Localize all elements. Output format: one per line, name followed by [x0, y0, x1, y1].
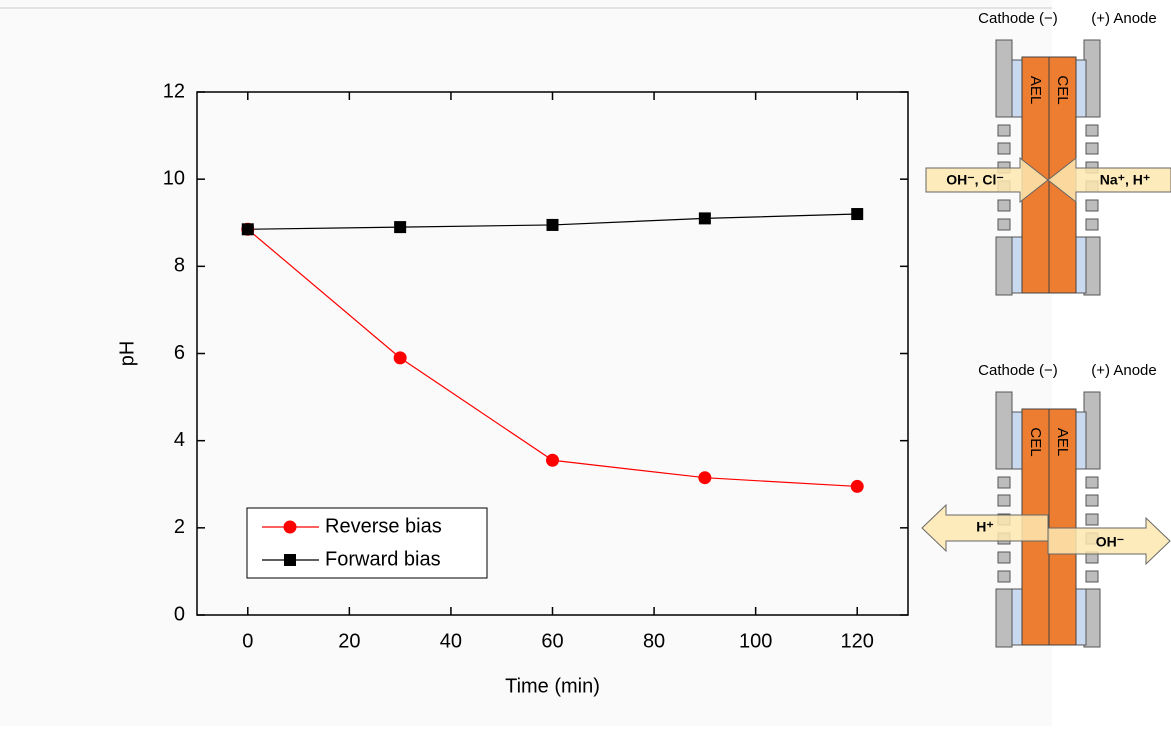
membrane-label: CEL — [1027, 427, 1044, 456]
ion-label: Na⁺, H⁺ — [1100, 172, 1151, 188]
electrode-mesh — [997, 218, 1011, 231]
y-tick-label: 6 — [174, 342, 185, 364]
electrode-mesh — [997, 551, 1011, 564]
electrode-mesh — [1085, 124, 1099, 137]
electrode-mesh — [997, 142, 1011, 155]
y-tick-label: 0 — [174, 603, 185, 625]
diagram: Cathode (−) (+) Anode AEL CEL OH⁻, Cl⁻ Na⁺, H… — [925, 10, 1171, 296]
x-tick-label: 60 — [541, 630, 563, 652]
membrane-label: AEL — [1054, 428, 1071, 456]
electrode-mesh — [1085, 218, 1099, 231]
ion-label: OH⁻ — [1096, 534, 1124, 550]
electrode — [995, 236, 1013, 296]
ion-label: H⁺ — [976, 519, 994, 535]
electrode-mesh — [997, 199, 1011, 212]
x-tick-label: 40 — [440, 630, 462, 652]
ion-label: OH⁻, Cl⁻ — [946, 172, 1004, 188]
x-axis-label: Time (min) — [505, 675, 600, 697]
x-tick-label: 80 — [643, 630, 665, 652]
spacer — [1075, 411, 1087, 470]
y-axis-label: pH — [116, 341, 138, 367]
arrow — [921, 503, 1049, 553]
x-tick-label: 100 — [739, 630, 772, 652]
point — [546, 218, 559, 231]
spacer — [1011, 236, 1023, 294]
arrow — [1047, 156, 1171, 204]
cathode-label: Cathode (−) — [978, 362, 1058, 379]
x-tick-label: 120 — [841, 630, 874, 652]
arrow — [1047, 516, 1171, 566]
y-tick-label: 4 — [174, 429, 185, 451]
electrode-mesh — [1085, 494, 1099, 507]
point — [698, 471, 712, 485]
y-tick-label: 10 — [163, 167, 185, 189]
y-tick-label: 2 — [174, 516, 185, 538]
electrode-mesh — [997, 476, 1011, 489]
electrode-mesh — [997, 570, 1011, 583]
electrode-mesh — [997, 494, 1011, 507]
background — [0, 0, 1052, 726]
x-tick-label: 20 — [338, 630, 360, 652]
anode-label: (+) Anode — [1091, 362, 1156, 379]
point — [851, 208, 864, 221]
y-tick-label: 8 — [174, 255, 185, 277]
legend: Reverse bias Forward bias — [246, 507, 488, 579]
point — [394, 221, 407, 234]
spacer — [1075, 588, 1087, 646]
point — [241, 223, 254, 236]
anode-label: (+) Anode — [1091, 10, 1156, 27]
membrane — [1048, 408, 1077, 646]
electrode-mesh — [1085, 476, 1099, 489]
legend-box — [246, 507, 488, 579]
spacer — [1075, 236, 1087, 294]
membrane-label: AEL — [1027, 76, 1044, 104]
legend-marker — [284, 554, 296, 566]
spacer — [1011, 411, 1023, 470]
electrode-mesh — [1085, 199, 1099, 212]
electrode-mesh — [1085, 570, 1099, 583]
cathode-label: Cathode (−) — [978, 10, 1058, 27]
electrode — [995, 39, 1013, 118]
spacer — [1075, 59, 1087, 118]
legend-label: Forward bias — [325, 548, 441, 570]
electrode-mesh — [997, 124, 1011, 137]
point — [698, 212, 711, 225]
diagram: Cathode (−) (+) Anode CEL AEL H⁺ OH⁻ — [921, 362, 1171, 648]
point — [850, 479, 864, 493]
electrode-mesh — [1085, 142, 1099, 155]
electrode — [995, 391, 1013, 470]
point — [393, 351, 407, 365]
arrow — [925, 156, 1049, 204]
electrode — [995, 588, 1013, 648]
legend-marker — [283, 520, 297, 534]
spacer — [1011, 588, 1023, 646]
legend-label: Reverse bias — [325, 515, 442, 537]
spacer — [1011, 59, 1023, 118]
electrode-mesh — [1085, 513, 1099, 526]
y-tick-label: 12 — [163, 80, 185, 102]
x-tick-label: 0 — [242, 630, 253, 652]
point — [546, 453, 559, 467]
membrane-label: CEL — [1054, 75, 1071, 104]
